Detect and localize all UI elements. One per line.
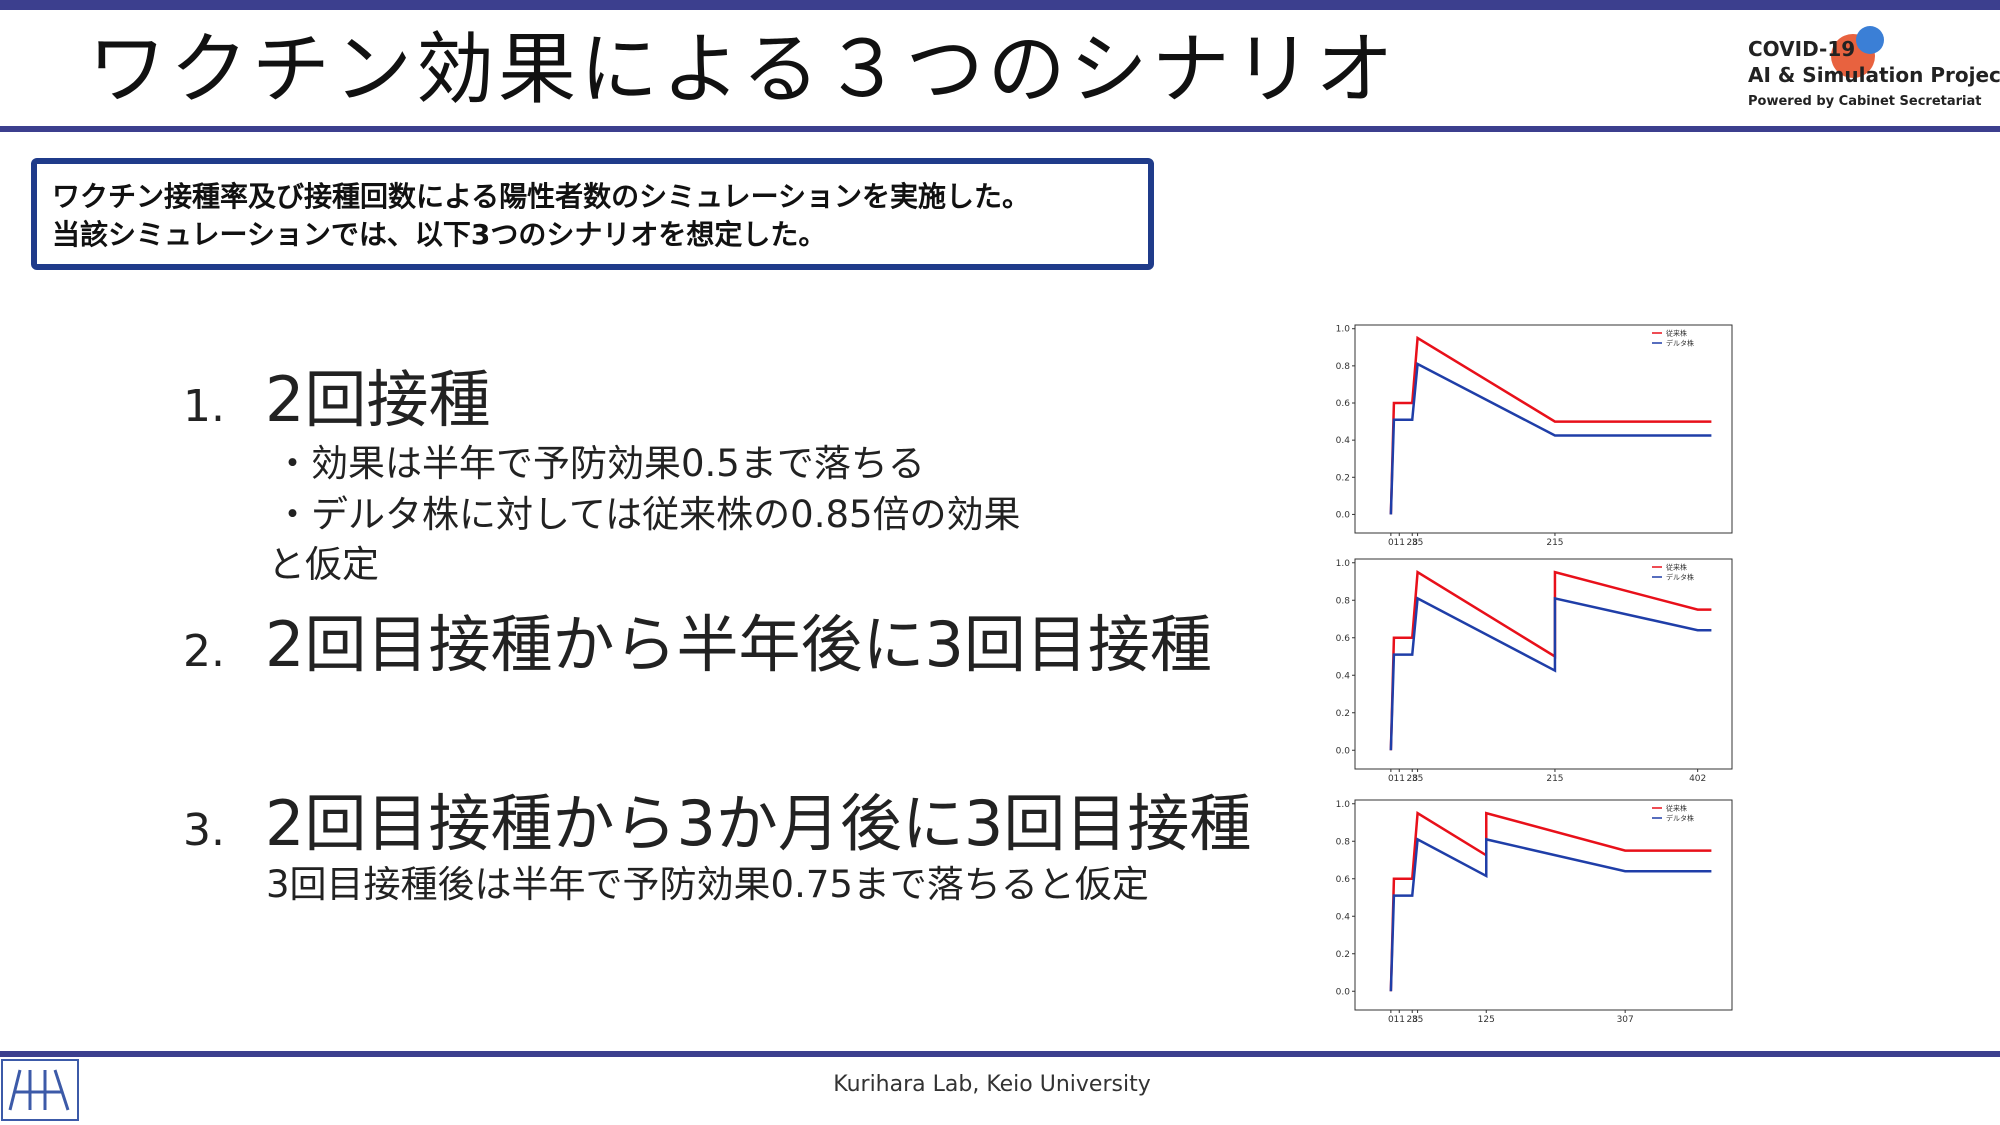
y-tick-label: 0.8 [1336, 596, 1351, 606]
x-tick-label: 402 [1689, 774, 1706, 784]
slide-title: ワクチン効果による３つのシナリオ [88, 25, 1398, 115]
series-line [1389, 837, 1712, 992]
y-tick-label: 0.0 [1336, 510, 1351, 520]
item-note: と仮定 [268, 543, 379, 586]
y-tick-label: 0.2 [1336, 709, 1350, 719]
x-tick-label: 0 [1388, 774, 1394, 784]
y-tick-label: 0.8 [1336, 362, 1351, 372]
footer-rule [0, 1051, 2000, 1057]
item-title: 2回接種 [265, 363, 490, 436]
item-note: ・効果は半年で予防効果0.5まで落ちる [274, 442, 925, 485]
x-tick-label: 307 [1617, 1015, 1634, 1025]
series-line [1389, 596, 1712, 751]
lab-logo [1, 1059, 79, 1121]
legend-label: 従来株 [1666, 329, 1687, 338]
y-tick-label: 0.6 [1336, 399, 1351, 409]
y-tick-label: 0.6 [1336, 875, 1351, 885]
plot-frame [1354, 558, 1733, 770]
y-tick-label: 0.4 [1336, 912, 1351, 922]
footer-text: Kurihara Lab, Keio University [833, 1072, 1150, 1097]
item-note: 3回目接種後は半年で予防効果0.75まで落ちると仮定 [266, 863, 1149, 906]
logo-text: COVID-19 [1748, 37, 1855, 61]
y-tick-label: 0.2 [1336, 473, 1350, 483]
series-line [1389, 569, 1712, 751]
y-tick-label: 0.8 [1336, 837, 1351, 847]
plot-frame [1354, 799, 1733, 1011]
item-title: 2回目接種から半年後に3回目接種 [265, 608, 1212, 681]
series-line [1389, 362, 1712, 515]
series-line [1389, 810, 1712, 992]
x-tick-label: 11 [1394, 1015, 1405, 1025]
x-tick-label: 0 [1388, 538, 1394, 548]
x-tick-label: 11 [1394, 538, 1405, 548]
top-bar [0, 0, 2000, 10]
y-tick-label: 0.2 [1336, 950, 1350, 960]
legend-label: デルタ株 [1666, 814, 1694, 823]
item-note: ・デルタ株に対しては従来株の0.85倍の効果 [274, 493, 1021, 536]
x-tick-label: 35 [1412, 1015, 1423, 1025]
legend-label: デルタ株 [1666, 573, 1694, 582]
summary-box [31, 158, 1154, 270]
item-number: 2. [183, 626, 225, 677]
plot-frame [1354, 324, 1733, 534]
x-tick-label: 0 [1388, 1015, 1394, 1025]
legend-label: 従来株 [1666, 563, 1687, 572]
item-number: 3. [183, 805, 225, 856]
header-rule [0, 126, 2000, 132]
x-tick-label: 215 [1546, 538, 1563, 548]
y-tick-label: 1.0 [1336, 325, 1351, 335]
summary-line: ワクチン接種率及び接種回数による陽性者数のシミュレーションを実施した。 [52, 180, 1030, 213]
logo-text: Powered by Cabinet Secretariat [1748, 94, 1982, 109]
logo-circle [1856, 26, 1884, 54]
series-line [1389, 335, 1712, 515]
y-tick-label: 0.4 [1336, 671, 1351, 681]
x-tick-label: 35 [1412, 774, 1423, 784]
x-tick-label: 28 [1407, 774, 1419, 784]
x-tick-label: 215 [1546, 774, 1563, 784]
y-tick-label: 0.4 [1336, 436, 1351, 446]
item-number: 1. [183, 381, 225, 432]
x-tick-label: 11 [1394, 774, 1405, 784]
x-tick-label: 28 [1407, 538, 1419, 548]
logo-text: AI & Simulation Project [1748, 63, 2000, 87]
summary-line: 当該シミュレーションでは、以下3つのシナリオを想定した。 [52, 218, 826, 251]
y-tick-label: 0.0 [1336, 987, 1351, 997]
y-tick-label: 1.0 [1336, 800, 1351, 810]
legend-label: 従来株 [1666, 804, 1687, 813]
x-tick-label: 35 [1412, 538, 1423, 548]
y-tick-label: 0.0 [1336, 746, 1351, 756]
legend-label: デルタ株 [1666, 339, 1694, 348]
x-tick-label: 28 [1407, 1015, 1419, 1025]
x-tick-label: 125 [1478, 1015, 1495, 1025]
item-title: 2回目接種から3か月後に3回目接種 [265, 787, 1251, 860]
y-tick-label: 1.0 [1336, 559, 1351, 569]
y-tick-label: 0.6 [1336, 634, 1351, 644]
